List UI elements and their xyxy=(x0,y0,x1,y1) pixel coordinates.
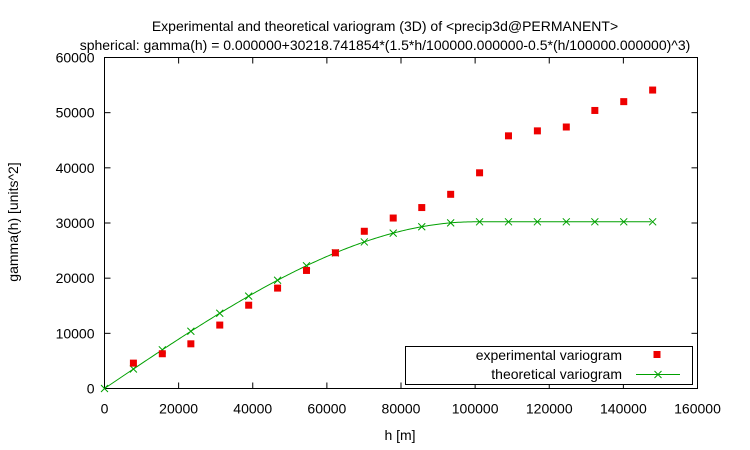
theoretical-point xyxy=(475,217,484,226)
x-tick-label: 160000 xyxy=(674,401,721,417)
theoretical-point xyxy=(187,327,195,336)
experimental-point xyxy=(620,98,628,106)
experimental-point xyxy=(533,127,541,135)
legend: experimental variogram theoretical vario… xyxy=(405,346,693,385)
x-tick-label: 0 xyxy=(101,401,109,417)
y-tick-label: 0 xyxy=(87,381,95,397)
y-axis: 0 10000 20000 30000 40000 50000 60000 xyxy=(56,50,698,397)
y-tick-label: 20000 xyxy=(56,270,95,286)
series-experimental-variogram xyxy=(129,86,657,367)
legend-box xyxy=(405,346,693,385)
y-tick-label: 50000 xyxy=(56,105,95,121)
theoretical-point xyxy=(504,217,513,226)
plot-frame xyxy=(104,57,698,389)
theoretical-point xyxy=(590,217,599,226)
experimental-point xyxy=(360,227,368,235)
experimental-point xyxy=(274,284,282,292)
experimental-point xyxy=(418,204,426,212)
theoretical-point xyxy=(417,222,426,231)
experimental-point xyxy=(447,190,455,198)
experimental-point xyxy=(216,321,224,329)
x-axis: 0 20000 40000 60000 80000 100000 120000 140000 1… xyxy=(101,57,721,417)
theoretical-point xyxy=(446,219,455,227)
experimental-point xyxy=(245,301,253,309)
y-tick-label: 30000 xyxy=(56,215,95,231)
theoretical-point xyxy=(244,292,253,300)
experimental-point xyxy=(476,169,484,177)
chart-title: Experimental and theoretical variogram (… xyxy=(152,18,618,34)
theoretical-point xyxy=(273,276,282,285)
experimental-point xyxy=(562,123,570,131)
theoretical-point xyxy=(100,384,109,393)
experimental-point xyxy=(187,340,195,348)
y-tick-label: 10000 xyxy=(56,325,95,341)
experimental-point xyxy=(591,106,599,114)
theoretical-point xyxy=(648,217,657,226)
experimental-point xyxy=(302,266,310,274)
legend-symbol-experimental xyxy=(653,351,661,358)
legend-label-experimental: experimental variogram xyxy=(476,347,622,363)
theoretical-point xyxy=(360,238,369,246)
y-axis-label: gamma(h) [units^2] xyxy=(5,162,21,281)
experimental-point xyxy=(389,214,397,222)
theoretical-point xyxy=(562,217,571,226)
theoretical-point xyxy=(619,217,628,226)
legend-symbols xyxy=(636,351,680,379)
theoretical-point xyxy=(129,365,138,373)
x-tick-label: 140000 xyxy=(600,401,647,417)
experimental-point xyxy=(331,249,339,257)
chart-subtitle: spherical: gamma(h) = 0.000000+30218.741… xyxy=(80,37,691,53)
x-axis-label: h [m] xyxy=(384,427,415,443)
experimental-point xyxy=(129,359,137,367)
theoretical-point xyxy=(389,229,398,237)
x-tick-label: 60000 xyxy=(307,401,346,417)
legend-symbol-theoretical xyxy=(654,370,662,379)
x-tick-label: 40000 xyxy=(233,401,272,417)
x-tick-label: 20000 xyxy=(159,401,198,417)
experimental-point xyxy=(158,350,166,358)
x-tick-label: 80000 xyxy=(382,401,421,417)
legend-label-theoretical: theoretical variogram xyxy=(491,366,622,382)
x-tick-label: 100000 xyxy=(452,401,499,417)
x-tick-label: 120000 xyxy=(526,401,573,417)
theoretical-point xyxy=(533,217,542,226)
theoretical-point xyxy=(215,309,224,318)
experimental-point xyxy=(649,86,657,94)
y-tick-label: 40000 xyxy=(56,160,95,176)
series-theoretical-variogram xyxy=(100,217,657,393)
theoretical-line xyxy=(104,221,652,389)
y-tick-label: 60000 xyxy=(56,50,95,66)
experimental-point xyxy=(504,132,512,140)
